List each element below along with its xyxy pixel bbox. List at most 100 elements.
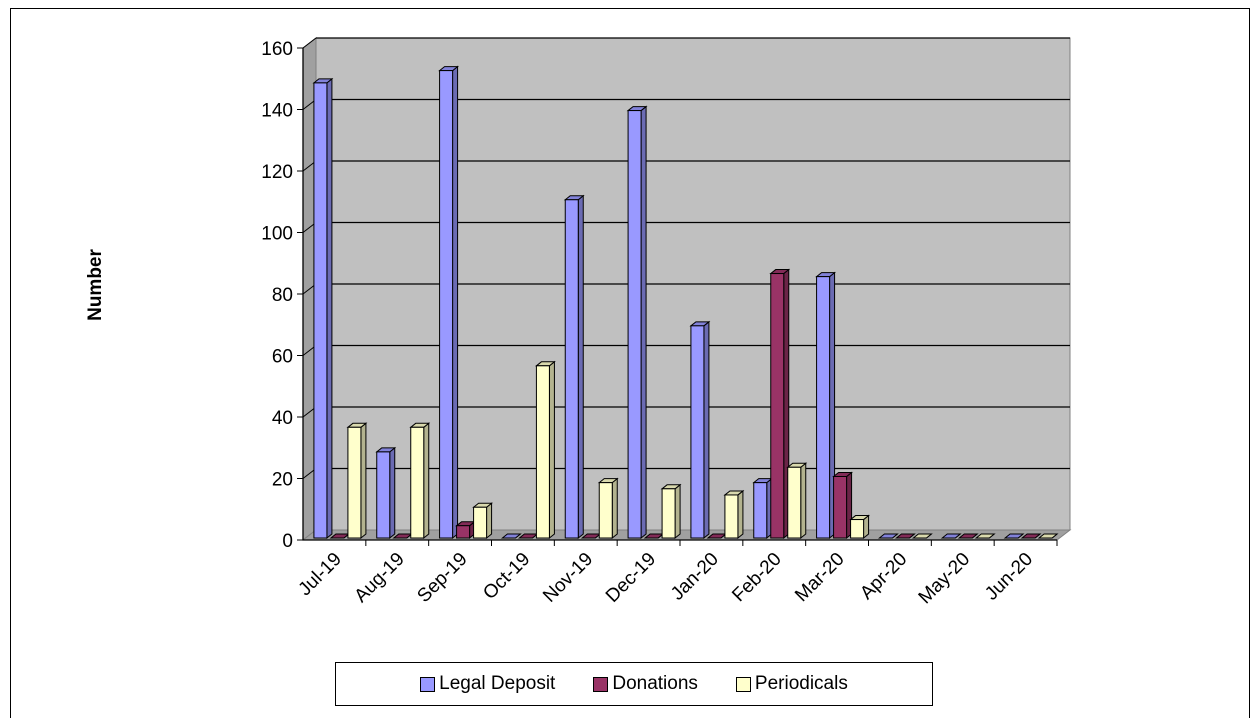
bar-side-legal-deposit (326, 77, 333, 540)
bar-front-periodicals (347, 426, 362, 539)
bar-legal-deposit (563, 194, 585, 540)
y-tick-label: 0 (282, 531, 293, 552)
bar-periodicals (346, 422, 368, 540)
y-tick-label: 120 (261, 162, 293, 183)
bar-front-legal-deposit (376, 451, 391, 539)
y-axis-label: Number (85, 249, 106, 321)
legend-label-donations: Donations (612, 673, 698, 694)
x-tick-label: Feb-20 (728, 549, 785, 606)
bar-donations (894, 533, 916, 539)
bar-periodicals (660, 483, 682, 540)
legend-label-legal-deposit: Legal Deposit (439, 673, 556, 694)
x-tick-label: Dec-19 (602, 549, 660, 607)
bar-legal-deposit (877, 533, 899, 539)
x-tick-label: Oct-19 (479, 549, 534, 604)
bar-periodicals (849, 514, 871, 540)
bar-periodicals (786, 462, 808, 540)
bar-side-periodicals (737, 489, 744, 540)
legend-label-periodicals: Periodicals (754, 673, 848, 694)
bar-top-donations (1020, 533, 1042, 539)
bar-top-donations (894, 533, 916, 539)
legend-entry-legal-deposit: Legal Deposit (420, 673, 555, 695)
legend-entry-periodicals: Periodicals (735, 673, 848, 695)
bar-top-legal-deposit (940, 533, 962, 539)
bar-periodicals (723, 489, 745, 540)
bar-periodicals (911, 533, 933, 539)
bar-front-periodicals (850, 519, 865, 539)
y-tick-label: 80 (272, 285, 293, 306)
bar-front-legal-deposit (313, 82, 328, 539)
bar-periodicals (409, 422, 431, 540)
bar-side-periodicals (548, 360, 555, 540)
bar-side-periodicals (486, 502, 493, 540)
bar-front-periodicals (473, 506, 488, 539)
bar-side-periodicals (611, 477, 618, 540)
bar-donations (1020, 533, 1042, 539)
bar-side-periodicals (360, 422, 367, 540)
y-tick-label: 60 (272, 347, 293, 368)
bar-legal-deposit (375, 446, 397, 540)
bar-legal-deposit (689, 320, 711, 540)
bar-front-legal-deposit (816, 276, 831, 539)
bar-top-legal-deposit (877, 533, 899, 539)
bar-donations (455, 520, 477, 540)
x-tick-label: Sep-19 (413, 549, 471, 607)
legend-swatch-periodicals (735, 676, 751, 692)
bar-periodicals (597, 477, 619, 540)
legend-swatch-legal-deposit (420, 676, 436, 692)
bar-top-periodicals (911, 533, 933, 539)
bar-side-legal-deposit (389, 446, 396, 540)
bar-front-periodicals (410, 426, 425, 539)
y-tick-label: 160 (261, 39, 293, 60)
bar-legal-deposit (312, 77, 334, 540)
bar-periodicals (472, 502, 494, 540)
bar-periodicals (534, 360, 556, 540)
x-tick-label: Jun-20 (981, 549, 1037, 605)
bar-side-periodicals (800, 462, 807, 540)
y-tick-label: 100 (261, 224, 293, 245)
bar-legal-deposit (626, 105, 648, 540)
bar-top-periodicals (1037, 533, 1059, 539)
y-tick-label: 40 (272, 408, 293, 429)
bar-front-periodicals (787, 466, 802, 539)
gridline-side (302, 37, 317, 49)
bar-front-donations (770, 273, 785, 539)
legend-swatch-donations (593, 676, 609, 692)
bar-top-legal-deposit (500, 533, 522, 539)
bar-donations (769, 268, 791, 540)
bar-side-periodicals (423, 422, 430, 540)
bar-legal-deposit (752, 477, 774, 540)
bar-front-donations (833, 476, 848, 539)
x-tick-label: Apr-20 (856, 549, 911, 604)
bar-front-periodicals (535, 365, 550, 539)
bar-front-periodicals (661, 488, 676, 539)
y-tick-label: 20 (272, 470, 293, 491)
bar-side-legal-deposit (452, 65, 459, 540)
bar-front-donations (456, 525, 471, 539)
x-tick-label: Aug-19 (351, 549, 409, 607)
bar-front-legal-deposit (439, 70, 454, 539)
bar-donations (832, 471, 854, 540)
bar-periodicals (974, 533, 996, 539)
bar-legal-deposit (438, 65, 460, 540)
x-tick-label: Nov-19 (539, 549, 597, 607)
bar-top-donations (957, 533, 979, 539)
bar-front-legal-deposit (690, 325, 705, 539)
bar-donations (957, 533, 979, 539)
bar-legal-deposit (815, 271, 837, 540)
bar-side-legal-deposit (703, 320, 710, 540)
bar-side-legal-deposit (640, 105, 647, 540)
bar-periodicals (1037, 533, 1059, 539)
bar-legal-deposit (1003, 533, 1025, 539)
bar-front-legal-deposit (753, 482, 768, 539)
bar-legal-deposit (940, 533, 962, 539)
legend: Legal Deposit Donations Periodicals (335, 662, 933, 706)
x-tick-label: Mar-20 (791, 549, 848, 606)
bar-side-periodicals (674, 483, 681, 540)
bar-side-legal-deposit (577, 194, 584, 540)
bar-front-periodicals (724, 494, 739, 539)
x-tick-label: Jan-20 (667, 549, 723, 605)
legend-entry-donations: Donations (593, 673, 698, 695)
bar-top-periodicals (974, 533, 996, 539)
